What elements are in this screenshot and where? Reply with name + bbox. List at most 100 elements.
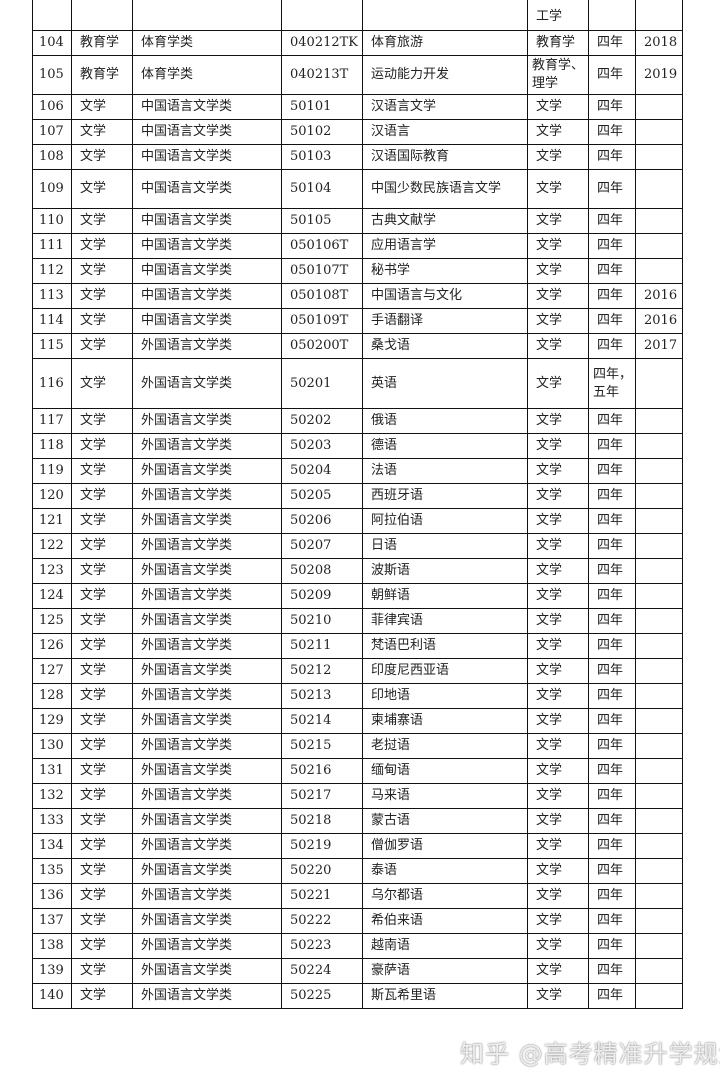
degree-cell: 文学 (527, 408, 589, 434)
major-code-cell: 050108T (281, 283, 363, 309)
degree-cell: 文学 (527, 333, 589, 359)
year-added-cell (635, 558, 683, 584)
major-class-cell: 外国语言文学类 (132, 783, 282, 809)
year-added-cell (635, 708, 683, 734)
discipline-cell: 教育学 (71, 30, 133, 56)
duration-cell: 四年 (588, 55, 636, 95)
row-number-cell: 117 (32, 408, 72, 434)
major-class-cell: 外国语言文学类 (132, 558, 282, 584)
major-code-cell: 50221 (281, 883, 363, 909)
duration-cell: 四年 (588, 144, 636, 170)
degree-cell: 文学 (527, 958, 589, 984)
major-class-cell: 外国语言文学类 (132, 883, 282, 909)
major-code-cell: 50223 (281, 933, 363, 959)
table-row: 133 文学 外国语言文学类 50218 蒙古语 文学 四年 (32, 808, 683, 834)
discipline-cell: 文学 (71, 308, 133, 334)
table-row: 108 文学 中国语言文学类 50103 汉语国际教育 文学 四年 (32, 144, 683, 170)
row-number-cell: 116 (32, 358, 72, 409)
major-catalog-table: 工学 104 教育学 体育学类 040212TK 体育旅游 教育学 四年 2018 105 教育学… (32, 0, 683, 1009)
duration-cell: 四年 (588, 483, 636, 509)
year-added-cell (635, 169, 683, 209)
table-row: 128 文学 外国语言文学类 50213 印地语 文学 四年 (32, 683, 683, 709)
major-code-cell: 50214 (281, 708, 363, 734)
duration-cell: 四年 (588, 208, 636, 234)
duration-cell: 四年 (588, 733, 636, 759)
major-name-cell: 法语 (362, 458, 528, 484)
discipline-cell: 文学 (71, 658, 133, 684)
duration-cell: 四年 (588, 233, 636, 259)
year-added-cell (635, 883, 683, 909)
row-number-cell: 128 (32, 683, 72, 709)
degree-cell: 文学 (527, 608, 589, 634)
major-name-cell: 波斯语 (362, 558, 528, 584)
table-row: 106 文学 中国语言文学类 50101 汉语言文学 文学 四年 (32, 94, 683, 120)
major-code-cell: 50222 (281, 908, 363, 934)
table-row: 120 文学 外国语言文学类 50205 西班牙语 文学 四年 (32, 483, 683, 509)
table-row: 129 文学 外国语言文学类 50214 柬埔寨语 文学 四年 (32, 708, 683, 734)
major-name-cell: 朝鲜语 (362, 583, 528, 609)
table-row: 122 文学 外国语言文学类 50207 日语 文学 四年 (32, 533, 683, 559)
discipline-cell: 文学 (71, 208, 133, 234)
year-added-cell: 2019 (635, 55, 683, 95)
year-added-cell (635, 933, 683, 959)
major-class-cell: 外国语言文学类 (132, 633, 282, 659)
major-name-cell: 西班牙语 (362, 483, 528, 509)
duration-cell: 四年 (588, 169, 636, 209)
discipline-cell: 文学 (71, 633, 133, 659)
major-name-cell: 老挝语 (362, 733, 528, 759)
duration-cell: 四年 (588, 558, 636, 584)
year-added-cell (635, 144, 683, 170)
year-added-cell (635, 808, 683, 834)
table-row: 134 文学 外国语言文学类 50219 僧伽罗语 文学 四年 (32, 833, 683, 859)
year-added-cell (635, 508, 683, 534)
duration-cell: 四年 (588, 658, 636, 684)
degree-cell: 教育学 (527, 30, 589, 56)
discipline-cell: 文学 (71, 483, 133, 509)
table-row: 130 文学 外国语言文学类 50215 老挝语 文学 四年 (32, 733, 683, 759)
duration-cell: 四年 (588, 94, 636, 120)
degree-cell: 文学 (527, 583, 589, 609)
discipline-cell: 文学 (71, 858, 133, 884)
row-number-cell: 137 (32, 908, 72, 934)
degree-cell: 文学 (527, 858, 589, 884)
degree-cell: 文学 (527, 433, 589, 459)
degree-cell: 文学 (527, 933, 589, 959)
discipline-cell: 文学 (71, 433, 133, 459)
degree-cell: 文学 (527, 658, 589, 684)
major-code-cell: 50220 (281, 858, 363, 884)
table-row: 121 文学 外国语言文学类 50206 阿拉伯语 文学 四年 (32, 508, 683, 534)
table-row: 119 文学 外国语言文学类 50204 法语 文学 四年 (32, 458, 683, 484)
table-row: 127 文学 外国语言文学类 50212 印度尼西亚语 文学 四年 (32, 658, 683, 684)
discipline-cell: 文学 (71, 708, 133, 734)
major-name-cell: 体育旅游 (362, 30, 528, 56)
discipline-cell: 文学 (71, 683, 133, 709)
discipline-cell: 文学 (71, 733, 133, 759)
degree-cell: 文学 (527, 908, 589, 934)
major-name-cell: 中国少数民族语言文学 (362, 169, 528, 209)
row-number-cell: 124 (32, 583, 72, 609)
duration-cell: 四年 (588, 508, 636, 534)
major-name-cell: 秘书学 (362, 258, 528, 284)
major-class-cell: 外国语言文学类 (132, 333, 282, 359)
year-added-cell (635, 233, 683, 259)
major-class-cell: 中国语言文学类 (132, 308, 282, 334)
major-name-cell: 马来语 (362, 783, 528, 809)
row-number-cell: 107 (32, 119, 72, 145)
major-code-cell: 050200T (281, 333, 363, 359)
major-code-cell: 50104 (281, 169, 363, 209)
duration-cell: 四年 (588, 708, 636, 734)
row-number-cell: 132 (32, 783, 72, 809)
major-name-cell: 泰语 (362, 858, 528, 884)
major-name-cell: 斯瓦希里语 (362, 983, 528, 1009)
major-class-cell: 中国语言文学类 (132, 144, 282, 170)
major-class-cell: 外国语言文学类 (132, 858, 282, 884)
major-name-cell: 梵语巴利语 (362, 633, 528, 659)
major-name-cell: 汉语言文学 (362, 94, 528, 120)
major-name-cell: 应用语言学 (362, 233, 528, 259)
major-class-cell: 中国语言文学类 (132, 258, 282, 284)
row-number-cell: 122 (32, 533, 72, 559)
row-number-cell: 126 (32, 633, 72, 659)
row-number-cell: 127 (32, 658, 72, 684)
row-number-cell: 136 (32, 883, 72, 909)
duration-cell: 四年 (588, 833, 636, 859)
